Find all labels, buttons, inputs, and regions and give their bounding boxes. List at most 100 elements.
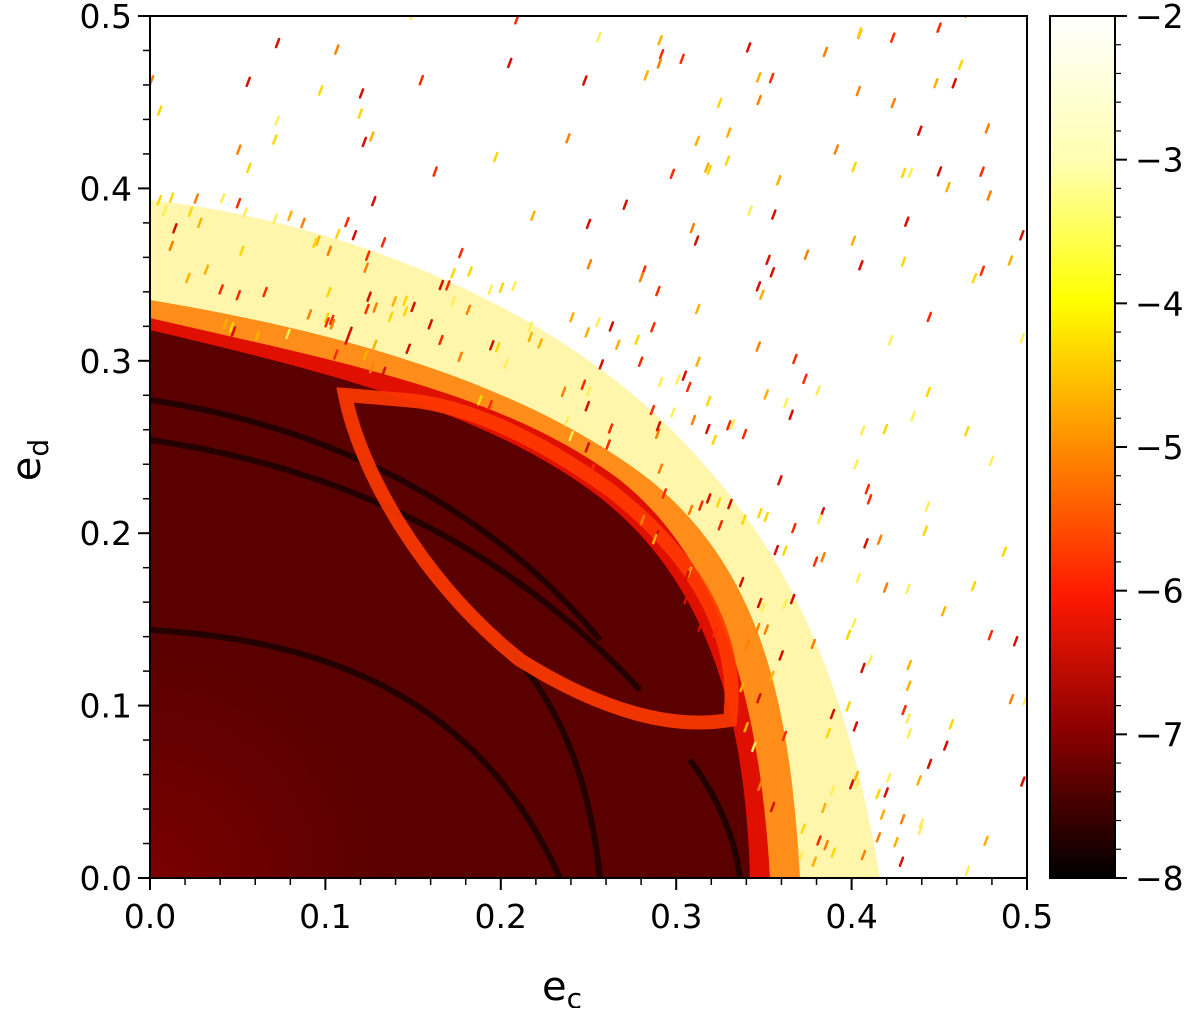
chaotic-speckles [150,16,1027,876]
speckle-mark [900,256,907,267]
speckle-mark [312,237,318,249]
speckle-mark [361,136,368,148]
speckle-mark [698,500,704,511]
speckle-mark [380,366,387,378]
speckle-mark [657,376,664,388]
speckle-mark [402,295,408,307]
speckle-mark [906,728,912,739]
speckle-mark [864,483,871,495]
speckle-mark [725,127,732,138]
speckle-mark [511,280,517,292]
speckle-mark [738,576,745,588]
speckle-mark [487,399,493,411]
speckle-mark [607,423,614,434]
colorbar [1049,15,1116,879]
speckle-mark [820,551,826,563]
speckle-mark [493,151,499,163]
speckle-mark [757,507,763,519]
speckle-mark [936,22,942,33]
speckle-mark [756,94,762,106]
speckle-mark [771,209,777,220]
speckle-mark [979,265,986,276]
speckle-mark [803,249,810,260]
speckle-mark [755,622,761,634]
speckle-mark [185,272,191,284]
speckle-mark [751,741,757,753]
speckle-mark [156,194,163,206]
speckle-mark [706,164,712,176]
speckle-mark [654,428,661,440]
speckle-mark [757,780,763,791]
speckle-mark [372,302,378,313]
speckle-mark [156,105,163,116]
speckle-mark [347,326,353,337]
speckle-mark [1001,546,1008,558]
speckle-mark [900,167,907,179]
speckle-mark [830,847,837,858]
speckle-mark [527,331,534,343]
speckle-mark [1020,776,1026,787]
speckle-mark [245,76,251,88]
speckle-mark [717,520,724,531]
speckle-mark [222,318,229,329]
speckle-mark [324,317,330,328]
speckle-mark [816,835,822,846]
speckle-mark [495,341,501,353]
speckle-mark [608,321,615,332]
speckle-mark [236,144,242,155]
speckle-mark [586,258,593,270]
speckle-mark [438,334,444,346]
speckle-mark [788,409,794,421]
speckle-mark [851,161,858,173]
speckle-mark [964,425,970,437]
speckle-mark [879,809,886,820]
speckle-mark [657,34,663,46]
speckle-mark [368,362,375,374]
speckle-mark [168,192,175,203]
speckle-mark [712,626,718,638]
speckle-mark [825,727,831,739]
speckle-mark [987,629,994,641]
speckle-mark [235,289,242,301]
speckle-mark [537,338,543,349]
speckle-mark [741,514,747,525]
speckle-mark [344,216,350,228]
speckle-mark [405,343,411,355]
speckle-mark [285,328,291,340]
speckle-mark [979,166,985,177]
speckle-mark [904,216,910,227]
speckle-mark [272,134,278,145]
speckle-mark [458,247,464,259]
speckle-mark [565,133,571,144]
speckle-mark [829,708,836,720]
speckle-mark [527,321,534,332]
speckle-mark [724,155,731,166]
speckle-mark [875,788,881,800]
speckle-mark [685,381,692,393]
speckle-mark [274,115,280,126]
speckle-mark [984,123,991,134]
speckle-mark [317,85,324,96]
speckle-mark [773,544,780,556]
speckle-mark [792,353,798,365]
speckle-mark [917,125,923,136]
speckle-mark [971,272,978,284]
speckle-mark [218,284,224,295]
speckle-mark [364,303,370,315]
speckle-mark [168,240,175,252]
speckle-mark [669,168,676,180]
speckle-mark [816,514,823,525]
speckle-mark [1019,332,1026,344]
speckle-mark [643,70,650,81]
speckle-mark [657,463,664,474]
x-tick-label: 0.5 [1001,897,1053,936]
speckle-mark [584,400,591,412]
speckle-mark [560,386,567,398]
speckle-mark [366,291,372,302]
speckle-mark [333,349,339,360]
speckle-mark [328,314,335,326]
speckle-mark [729,419,736,430]
speckle-mark [986,190,992,201]
speckle-mark [580,379,587,390]
speckle-mark [489,340,495,351]
